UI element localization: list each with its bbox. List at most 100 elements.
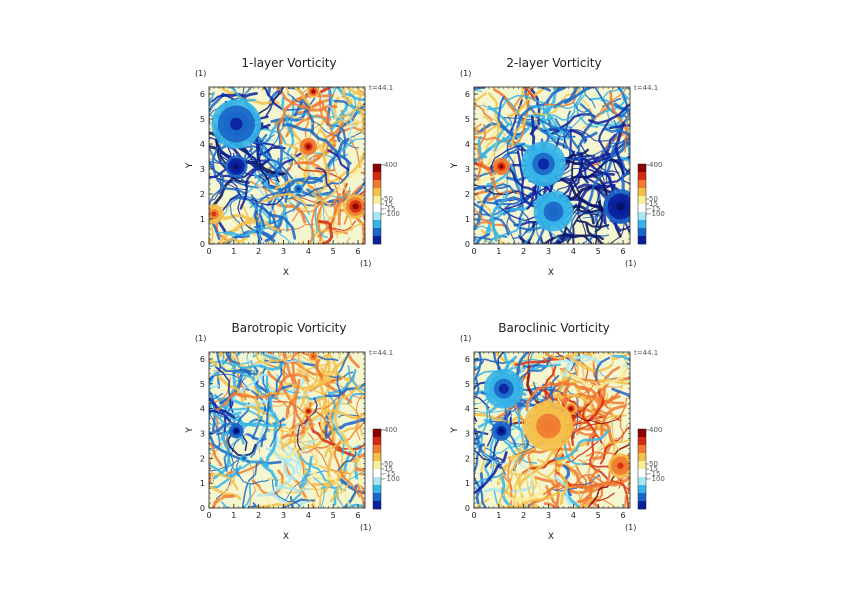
- vorticity-filament: [348, 149, 365, 175]
- vorticity-filament: [330, 87, 340, 108]
- vorticity-filament: [294, 156, 320, 165]
- vorticity-filament: [329, 394, 347, 426]
- vorticity-filament: [607, 151, 630, 185]
- x-axis-label: X: [548, 532, 554, 542]
- vortex-1: [499, 164, 504, 169]
- x-tick-label: 1: [231, 247, 236, 256]
- vorticity-filament: [610, 352, 614, 356]
- vorticity-filament: [279, 103, 320, 125]
- vorticity-filament: [580, 385, 621, 404]
- vorticity-filament: [258, 354, 305, 364]
- vorticity-filament: [610, 479, 630, 493]
- vorticity-filament: [617, 87, 629, 119]
- vorticity-filament: [355, 394, 363, 440]
- vorticity-filament: [603, 127, 630, 177]
- vorticity-filament: [343, 92, 365, 102]
- vorticity-filament: [281, 422, 316, 449]
- vorticity-filament: [321, 370, 351, 383]
- vorticity-filament: [609, 123, 630, 130]
- vorticity-filament: [505, 163, 537, 193]
- y-unit-label: (1): [195, 334, 206, 343]
- colorbar-tick-label: 400: [384, 426, 397, 434]
- vorticity-filament: [602, 499, 630, 508]
- vorticity-filament: [209, 174, 247, 191]
- vorticity-filament: [305, 202, 322, 244]
- vorticity-filament: [280, 96, 295, 137]
- vorticity-filament: [258, 362, 285, 371]
- colorbar-segment: [638, 172, 646, 181]
- colorbar-segment: [373, 445, 381, 454]
- vortex-1: [233, 163, 240, 170]
- vorticity-filament: [507, 456, 512, 498]
- vorticity-filament: [511, 467, 532, 508]
- vorticity-filament: [474, 177, 478, 183]
- plot-frame: [208, 351, 366, 509]
- colorbar-segment: [638, 228, 646, 237]
- vorticity-filament: [215, 219, 258, 244]
- vorticity-filament: [244, 405, 285, 452]
- vorticity-filament: [209, 158, 224, 195]
- vorticity-filament: [278, 352, 284, 358]
- vorticity-field: [474, 87, 630, 244]
- vorticity-filament: [524, 230, 536, 244]
- vorticity-filament: [600, 404, 626, 436]
- vorticity-filament: [474, 193, 494, 230]
- colorbar-segment: [638, 212, 646, 221]
- colorbar-segment: [373, 453, 381, 462]
- vorticity-filament: [556, 458, 590, 468]
- vortex-3: [537, 158, 550, 170]
- x-tick-label: 1: [496, 247, 501, 256]
- vorticity-filament: [255, 352, 293, 365]
- x-tick-label: 6: [620, 511, 625, 520]
- vorticity-filament: [599, 138, 630, 164]
- y-tick-label: 3: [200, 429, 205, 438]
- colorbar-tick-label: 400: [649, 426, 662, 434]
- vorticity-filament: [478, 505, 483, 508]
- colorbar-segment: [638, 437, 646, 446]
- vorticity-filament: [227, 428, 257, 457]
- vorticity-filament: [581, 402, 603, 444]
- time-label: t=44.1: [634, 84, 658, 92]
- vorticity-filament: [254, 383, 279, 400]
- vorticity-filament: [492, 352, 503, 379]
- vorticity-filament: [611, 410, 621, 452]
- vorticity-filament: [486, 163, 513, 186]
- vorticity-filament: [474, 358, 515, 365]
- colorbar-segment: [638, 180, 646, 189]
- x-tick-label: 6: [620, 247, 625, 256]
- vorticity-filament: [299, 455, 327, 482]
- y-tick-label: 3: [465, 165, 470, 174]
- vorticity-filament: [474, 87, 486, 90]
- vorticity-filament: [337, 104, 365, 118]
- vorticity-filament: [209, 392, 224, 448]
- vorticity-filament: [525, 379, 570, 411]
- vorticity-filament: [492, 352, 524, 365]
- vorticity-filament: [493, 489, 501, 508]
- vorticity-filament: [209, 408, 226, 425]
- vorticity-filament: [218, 236, 248, 244]
- vorticity-filament: [480, 452, 534, 494]
- y-axis-label: Y: [450, 427, 460, 434]
- colorbar-segment: [373, 188, 381, 197]
- y-tick-label: 4: [200, 140, 205, 149]
- vorticity-filament: [232, 391, 272, 399]
- colorbar-tick-label: 400: [649, 161, 662, 169]
- vorticity-filament: [474, 141, 499, 169]
- colorbar-segment: [638, 236, 646, 245]
- vorticity-filament: [258, 203, 266, 229]
- x-tick-label: 0: [206, 247, 211, 256]
- y-tick-label: 3: [465, 429, 470, 438]
- vorticity-filament: [248, 201, 272, 224]
- vorticity-filament: [295, 448, 309, 480]
- vorticity-filament: [356, 87, 365, 93]
- vorticity-filament: [527, 87, 532, 97]
- vorticity-filament: [220, 422, 287, 439]
- vorticity-filament: [351, 119, 359, 145]
- vorticity-filament: [246, 352, 257, 388]
- vorticity-filament: [293, 352, 318, 366]
- vorticity-filament: [520, 118, 568, 150]
- vorticity-filament: [249, 374, 269, 424]
- vortex-3: [312, 355, 315, 358]
- vorticity-filament: [569, 377, 623, 388]
- vorticity-filament: [345, 352, 360, 369]
